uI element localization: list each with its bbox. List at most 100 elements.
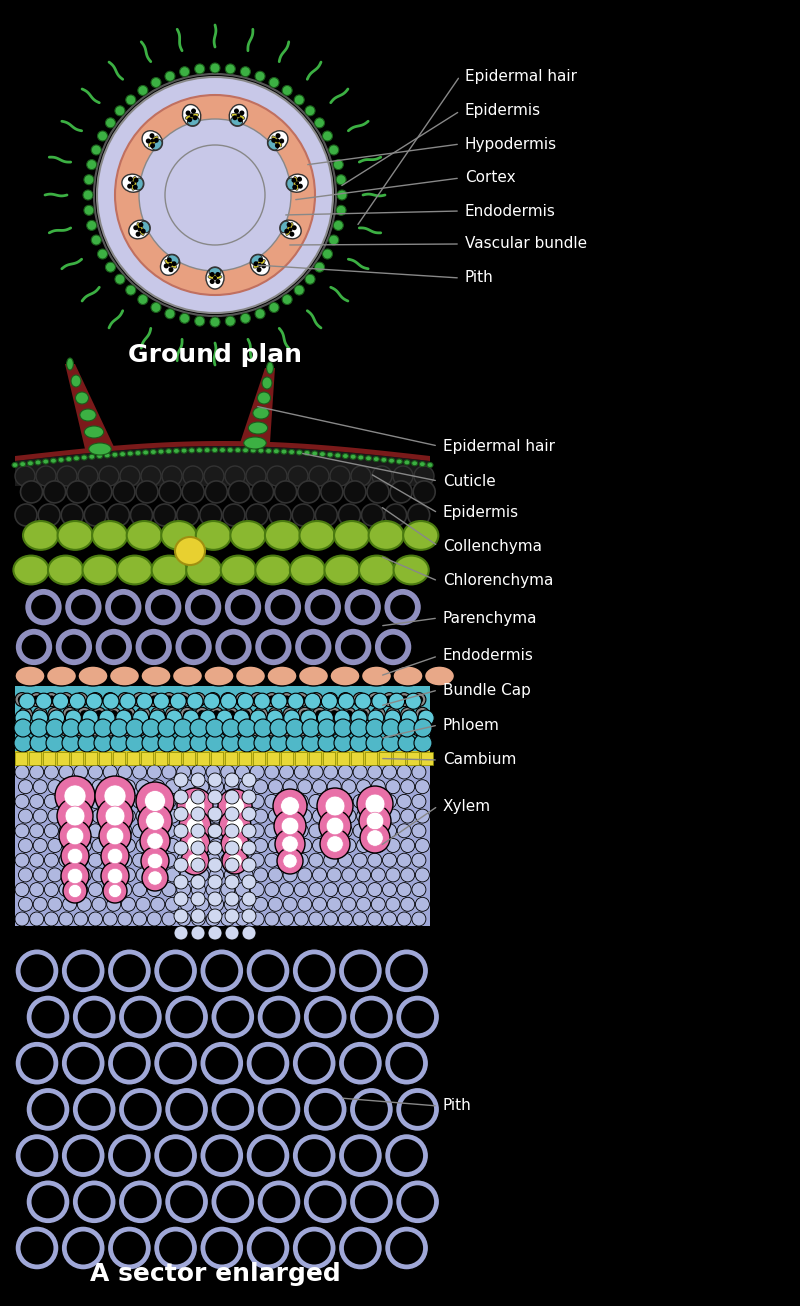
Circle shape [59, 853, 73, 867]
Circle shape [66, 1139, 100, 1171]
Circle shape [268, 780, 282, 794]
Circle shape [209, 725, 218, 733]
Circle shape [242, 824, 256, 838]
Circle shape [61, 842, 89, 870]
Circle shape [174, 875, 188, 889]
Circle shape [78, 868, 91, 882]
Text: Vascular bundle: Vascular bundle [465, 236, 587, 252]
Circle shape [136, 810, 150, 823]
Ellipse shape [359, 555, 394, 584]
Circle shape [372, 466, 392, 486]
Circle shape [194, 725, 202, 733]
Circle shape [147, 853, 162, 867]
Ellipse shape [266, 448, 272, 453]
Circle shape [147, 853, 162, 868]
Circle shape [295, 182, 299, 185]
Polygon shape [240, 368, 275, 443]
Circle shape [22, 710, 30, 718]
Circle shape [107, 1226, 151, 1269]
Circle shape [414, 466, 434, 486]
Circle shape [48, 780, 62, 794]
Circle shape [282, 836, 298, 853]
Circle shape [146, 811, 164, 831]
Circle shape [337, 189, 347, 200]
Ellipse shape [122, 174, 144, 192]
Circle shape [357, 810, 370, 823]
Circle shape [415, 838, 430, 853]
Circle shape [336, 175, 346, 184]
Circle shape [113, 955, 146, 987]
Circle shape [395, 995, 440, 1040]
Ellipse shape [253, 260, 266, 268]
Ellipse shape [366, 456, 371, 461]
Circle shape [45, 794, 58, 808]
Circle shape [72, 995, 116, 1040]
Circle shape [154, 138, 158, 142]
Circle shape [226, 316, 235, 326]
Circle shape [412, 794, 426, 808]
Circle shape [371, 838, 386, 853]
Circle shape [325, 797, 345, 816]
Circle shape [224, 780, 238, 794]
Circle shape [401, 708, 414, 721]
Circle shape [305, 274, 315, 285]
Circle shape [282, 725, 291, 733]
Circle shape [70, 693, 86, 709]
Circle shape [302, 734, 320, 752]
Circle shape [14, 720, 32, 737]
Circle shape [183, 710, 199, 726]
Circle shape [246, 948, 290, 993]
Circle shape [309, 824, 323, 838]
Circle shape [283, 854, 297, 868]
Circle shape [151, 708, 165, 721]
Circle shape [191, 794, 206, 808]
Circle shape [225, 773, 239, 788]
Circle shape [309, 765, 323, 778]
Circle shape [390, 1046, 423, 1080]
Circle shape [355, 1186, 388, 1218]
Circle shape [33, 725, 41, 733]
Bar [43, 752, 55, 765]
Text: Chlorenchyma: Chlorenchyma [443, 573, 554, 589]
Circle shape [168, 710, 177, 718]
Circle shape [89, 722, 102, 737]
Circle shape [208, 807, 222, 821]
Circle shape [324, 794, 338, 808]
Circle shape [338, 948, 382, 993]
Ellipse shape [427, 462, 433, 468]
Ellipse shape [162, 521, 197, 550]
Circle shape [214, 628, 253, 666]
Circle shape [353, 722, 367, 737]
Circle shape [242, 909, 256, 923]
Circle shape [126, 285, 136, 295]
Circle shape [177, 794, 190, 808]
Circle shape [146, 833, 163, 849]
Circle shape [211, 1179, 254, 1224]
Circle shape [298, 868, 312, 882]
Circle shape [371, 897, 386, 912]
Circle shape [334, 221, 343, 230]
Circle shape [106, 695, 114, 704]
Ellipse shape [289, 449, 294, 454]
Ellipse shape [129, 221, 150, 239]
Circle shape [254, 897, 268, 912]
Circle shape [221, 912, 235, 926]
Circle shape [318, 720, 336, 737]
Ellipse shape [175, 537, 205, 565]
Circle shape [61, 1041, 106, 1085]
Ellipse shape [350, 454, 356, 460]
Circle shape [338, 504, 361, 526]
Circle shape [268, 810, 282, 823]
Circle shape [107, 1134, 151, 1178]
Circle shape [338, 1041, 382, 1085]
Circle shape [48, 708, 62, 721]
Circle shape [187, 853, 202, 868]
Circle shape [84, 175, 94, 184]
Circle shape [82, 710, 98, 726]
Ellipse shape [150, 449, 156, 454]
Bar [309, 752, 321, 765]
Ellipse shape [212, 448, 218, 452]
Circle shape [30, 883, 44, 897]
Circle shape [255, 72, 265, 81]
Circle shape [206, 1232, 238, 1264]
